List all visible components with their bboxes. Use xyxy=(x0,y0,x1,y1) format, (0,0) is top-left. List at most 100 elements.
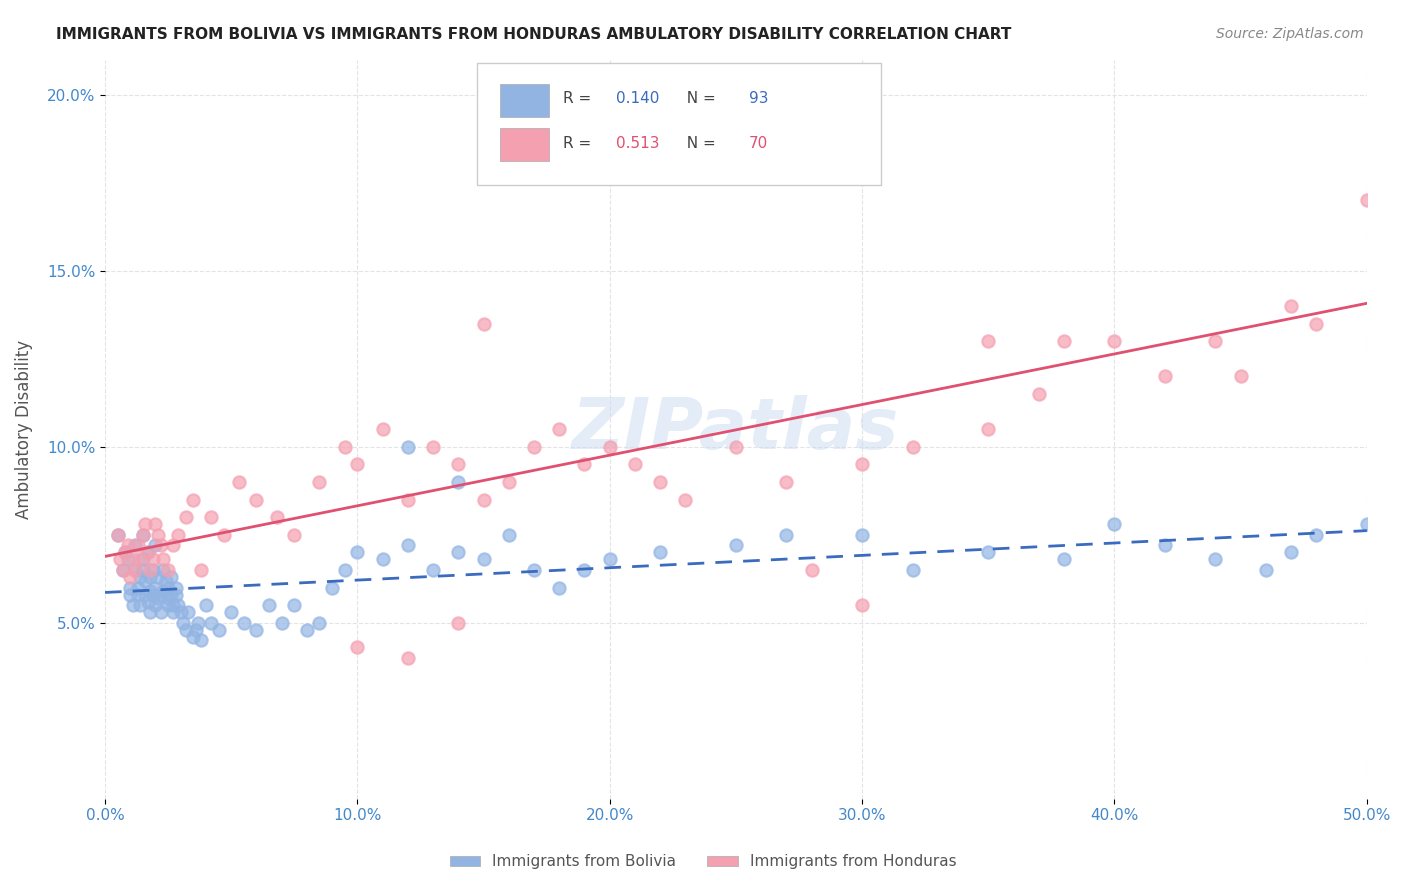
Point xyxy=(162,605,184,619)
Point xyxy=(775,528,797,542)
Point xyxy=(145,517,167,532)
Point xyxy=(124,538,146,552)
Point xyxy=(321,581,343,595)
Point xyxy=(181,492,204,507)
Point xyxy=(111,563,134,577)
Point xyxy=(134,517,156,532)
Point xyxy=(129,570,152,584)
Point xyxy=(447,545,470,559)
Point xyxy=(333,440,356,454)
Point xyxy=(675,492,697,507)
Point xyxy=(472,552,495,566)
Y-axis label: Ambulatory Disability: Ambulatory Disability xyxy=(15,340,32,519)
Text: N =: N = xyxy=(676,136,720,151)
Point xyxy=(447,615,470,630)
Point xyxy=(174,510,197,524)
Point xyxy=(200,615,222,630)
Point xyxy=(1053,552,1076,566)
Point xyxy=(800,563,823,577)
Point xyxy=(523,563,546,577)
Point xyxy=(117,552,139,566)
Point xyxy=(157,591,180,606)
Point xyxy=(142,588,165,602)
Point xyxy=(232,615,254,630)
Point xyxy=(134,588,156,602)
Point xyxy=(977,545,1000,559)
Point xyxy=(162,538,184,552)
Point xyxy=(977,334,1000,348)
Point xyxy=(145,581,167,595)
Point xyxy=(124,563,146,577)
Point xyxy=(146,528,169,542)
Point xyxy=(146,570,169,584)
Point xyxy=(775,475,797,489)
Point xyxy=(1254,563,1277,577)
Point xyxy=(136,594,159,608)
Point xyxy=(346,640,368,655)
Point xyxy=(447,458,470,472)
Point xyxy=(187,615,209,630)
Point xyxy=(117,538,139,552)
Point xyxy=(1154,538,1177,552)
Text: R =: R = xyxy=(562,91,596,106)
Point xyxy=(245,623,267,637)
Point xyxy=(650,545,672,559)
Point xyxy=(245,492,267,507)
Point xyxy=(159,588,181,602)
Point xyxy=(157,563,180,577)
Point xyxy=(107,528,129,542)
Point xyxy=(624,458,647,472)
Point xyxy=(139,584,162,599)
Point xyxy=(901,563,924,577)
Text: N =: N = xyxy=(676,91,720,106)
Point xyxy=(120,581,142,595)
Point xyxy=(1279,299,1302,313)
Point xyxy=(159,570,181,584)
Point xyxy=(901,440,924,454)
Point xyxy=(1028,387,1050,401)
Point xyxy=(371,422,394,436)
Text: 70: 70 xyxy=(748,136,768,151)
Point xyxy=(1104,517,1126,532)
Point xyxy=(548,422,571,436)
Point xyxy=(157,581,180,595)
Point xyxy=(851,87,873,102)
Point xyxy=(333,563,356,577)
Point xyxy=(184,623,207,637)
Point xyxy=(851,598,873,612)
Point xyxy=(152,584,174,599)
Text: 0.140: 0.140 xyxy=(616,91,659,106)
Point xyxy=(346,458,368,472)
Point xyxy=(162,598,184,612)
Point xyxy=(851,528,873,542)
Point xyxy=(174,623,197,637)
Point xyxy=(149,538,172,552)
Point xyxy=(283,598,305,612)
Point xyxy=(132,528,155,542)
Point xyxy=(120,588,142,602)
Point xyxy=(132,563,155,577)
Text: 0.513: 0.513 xyxy=(616,136,659,151)
Point xyxy=(422,563,444,577)
Point xyxy=(523,440,546,454)
Point xyxy=(1305,528,1327,542)
Point xyxy=(127,581,149,595)
FancyBboxPatch shape xyxy=(477,63,882,186)
Point xyxy=(152,563,174,577)
Point xyxy=(108,552,131,566)
Point xyxy=(190,563,212,577)
Point xyxy=(155,574,177,588)
Point xyxy=(129,598,152,612)
Point xyxy=(124,563,146,577)
Legend: Immigrants from Bolivia, Immigrants from Honduras: Immigrants from Bolivia, Immigrants from… xyxy=(443,848,963,875)
Point xyxy=(145,538,167,552)
Point xyxy=(283,528,305,542)
Text: IMMIGRANTS FROM BOLIVIA VS IMMIGRANTS FROM HONDURAS AMBULATORY DISABILITY CORREL: IMMIGRANTS FROM BOLIVIA VS IMMIGRANTS FR… xyxy=(56,27,1011,42)
Point xyxy=(346,545,368,559)
Point xyxy=(1104,334,1126,348)
Point xyxy=(152,552,174,566)
Point xyxy=(650,475,672,489)
Point xyxy=(142,563,165,577)
Point xyxy=(121,552,143,566)
Point xyxy=(599,440,621,454)
